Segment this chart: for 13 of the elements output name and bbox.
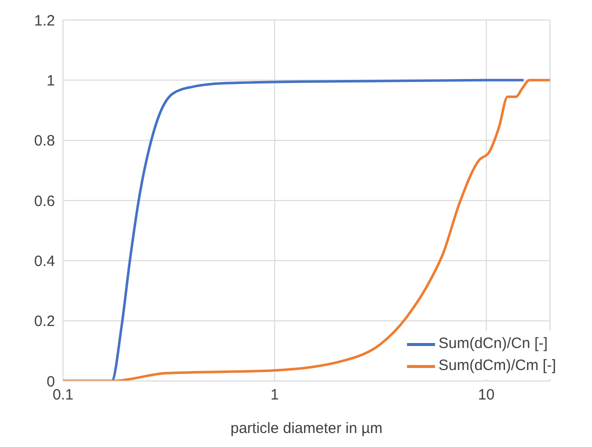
y-tick-label: 0.2 xyxy=(34,313,55,330)
y-tick-label: 0.8 xyxy=(34,132,55,150)
legend-label: Sum(dCm)/Cm [-] xyxy=(438,356,556,376)
y-tick-label: 1.2 xyxy=(34,12,55,30)
y-tick-label: 0.4 xyxy=(34,252,55,270)
legend-label: Sum(dCn)/Cn [-] xyxy=(438,334,548,354)
x-axis-title: particle diameter in µm xyxy=(230,420,383,437)
x-tick-label: 10 xyxy=(478,386,495,404)
x-tick-label: 0.1 xyxy=(52,386,74,404)
y-tick-label: 1 xyxy=(46,72,55,90)
y-tick-label: 0 xyxy=(46,373,55,390)
x-tick-label: 1 xyxy=(270,386,279,404)
y-tick-label: 0.6 xyxy=(34,192,55,210)
